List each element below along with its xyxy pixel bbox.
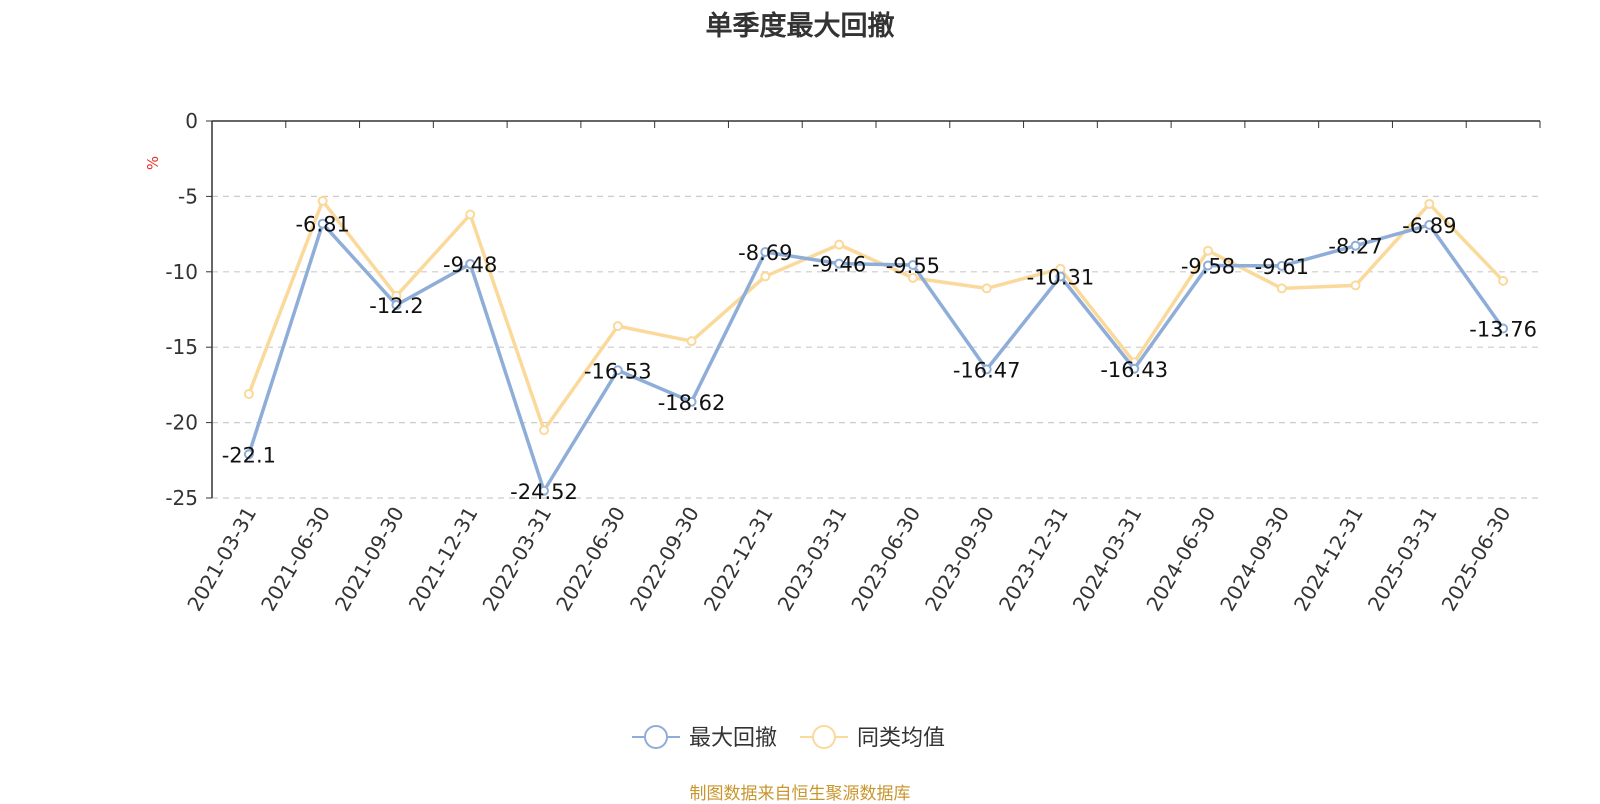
x-tick-label: 2023-12-31	[994, 503, 1073, 616]
data-point	[981, 364, 992, 375]
data-point	[834, 258, 845, 269]
data-point	[539, 485, 549, 496]
x-tick-label: 2025-03-31	[1363, 503, 1442, 616]
y-tick-label: -10	[165, 260, 198, 284]
data-point	[1203, 245, 1213, 256]
data-label: -16.43	[1100, 358, 1168, 382]
y-tick-label: -20	[165, 411, 198, 435]
axes: 0-5-10-15-20-25%2021-03-312021-06-302021…	[144, 109, 1541, 616]
x-tick-label: 2024-12-31	[1289, 503, 1368, 616]
data-point	[907, 272, 918, 283]
data-label: -9.58	[1181, 254, 1235, 278]
data-label: -13.76	[1469, 318, 1537, 342]
grid-lines	[212, 195, 1540, 499]
series-line	[247, 199, 1505, 432]
data-point	[1498, 275, 1509, 286]
x-tick-label: 2022-06-30	[551, 503, 630, 616]
y-tick-label: 0	[185, 109, 198, 133]
data-point	[760, 247, 771, 258]
data-point	[465, 209, 476, 220]
data-point	[834, 239, 845, 250]
data-point	[539, 425, 549, 436]
x-tick-label: 2023-06-30	[846, 503, 925, 616]
data-label: -8.27	[1328, 235, 1382, 259]
data-point	[760, 271, 771, 282]
legend-item[interactable]: 最大回撤	[632, 725, 777, 751]
x-tick-label: 2022-09-30	[625, 503, 704, 616]
chart-title: 单季度最大回撤	[705, 11, 895, 42]
data-point	[1350, 240, 1361, 251]
x-tick-label: 2021-03-31	[182, 503, 261, 616]
data-point	[686, 336, 697, 347]
y-axis-label: %	[144, 156, 162, 170]
data-label: -6.89	[1402, 214, 1456, 238]
data-point	[243, 449, 254, 460]
data-point	[1203, 260, 1213, 271]
data-point	[465, 258, 476, 269]
data-label: -9.61	[1255, 255, 1309, 279]
data-point	[317, 195, 328, 206]
series-line	[247, 221, 1505, 493]
x-tick-label: 2022-12-31	[699, 503, 778, 616]
data-label: -9.55	[886, 254, 940, 278]
legend-label: 最大回撤	[689, 726, 777, 751]
x-tick-label: 2023-09-30	[920, 503, 999, 616]
data-label: -16.53	[584, 359, 652, 383]
data-point	[1424, 198, 1435, 209]
x-tick-label: 2025-06-30	[1437, 503, 1516, 616]
data-point	[907, 260, 918, 271]
data-point	[1276, 283, 1287, 294]
x-tick-label: 2024-09-30	[1215, 503, 1294, 616]
x-tick-label: 2024-03-31	[1068, 503, 1147, 616]
series-layer	[243, 195, 1509, 496]
data-label: -8.69	[738, 241, 792, 265]
x-tick-label: 2022-03-31	[477, 503, 556, 616]
data-point	[1424, 219, 1435, 230]
x-tick-label: 2021-12-31	[404, 503, 483, 616]
data-point	[1129, 363, 1140, 374]
data-point	[981, 283, 992, 294]
data-label: -22.1	[222, 443, 276, 467]
data-point	[243, 388, 254, 399]
data-label: -16.47	[953, 358, 1021, 382]
data-label: -12.2	[369, 294, 423, 318]
x-tick-label: 2021-09-30	[330, 503, 409, 616]
data-label: -24.52	[510, 480, 578, 504]
data-point	[1350, 280, 1361, 291]
legend-item[interactable]: 同类均值	[800, 725, 945, 751]
data-label: -10.31	[1027, 265, 1095, 289]
source-note: 制图数据来自恒生聚源数据库	[689, 784, 911, 804]
data-labels: -22.1 -6.81 -12.2 -9.48 -24.52 -16.53-18.62 -8…	[222, 213, 1537, 504]
legend-label: 同类均值	[857, 726, 945, 751]
x-tick-label: 2021-06-30	[256, 503, 335, 616]
y-tick-label: -25	[165, 486, 198, 510]
data-point	[1498, 323, 1509, 334]
data-point	[391, 299, 402, 310]
legend-marker	[644, 725, 668, 749]
y-tick-label: -5	[178, 184, 198, 208]
legend-marker	[812, 725, 836, 749]
data-label: -18.62	[658, 391, 726, 415]
data-label: -9.48	[443, 253, 497, 277]
data-point	[1276, 260, 1287, 271]
data-label: -6.81	[295, 213, 349, 237]
y-tick-label: -15	[165, 335, 198, 359]
data-label: -9.46	[812, 253, 866, 277]
data-point	[686, 396, 697, 407]
x-tick-label: 2023-03-31	[773, 503, 852, 616]
legend[interactable]: 最大回撤 同类均值	[632, 725, 945, 751]
data-point	[1055, 271, 1066, 282]
data-point	[612, 365, 623, 376]
data-point	[317, 218, 328, 229]
data-point	[612, 321, 623, 332]
x-tick-label: 2024-06-30	[1141, 503, 1220, 616]
data-point	[391, 290, 402, 301]
